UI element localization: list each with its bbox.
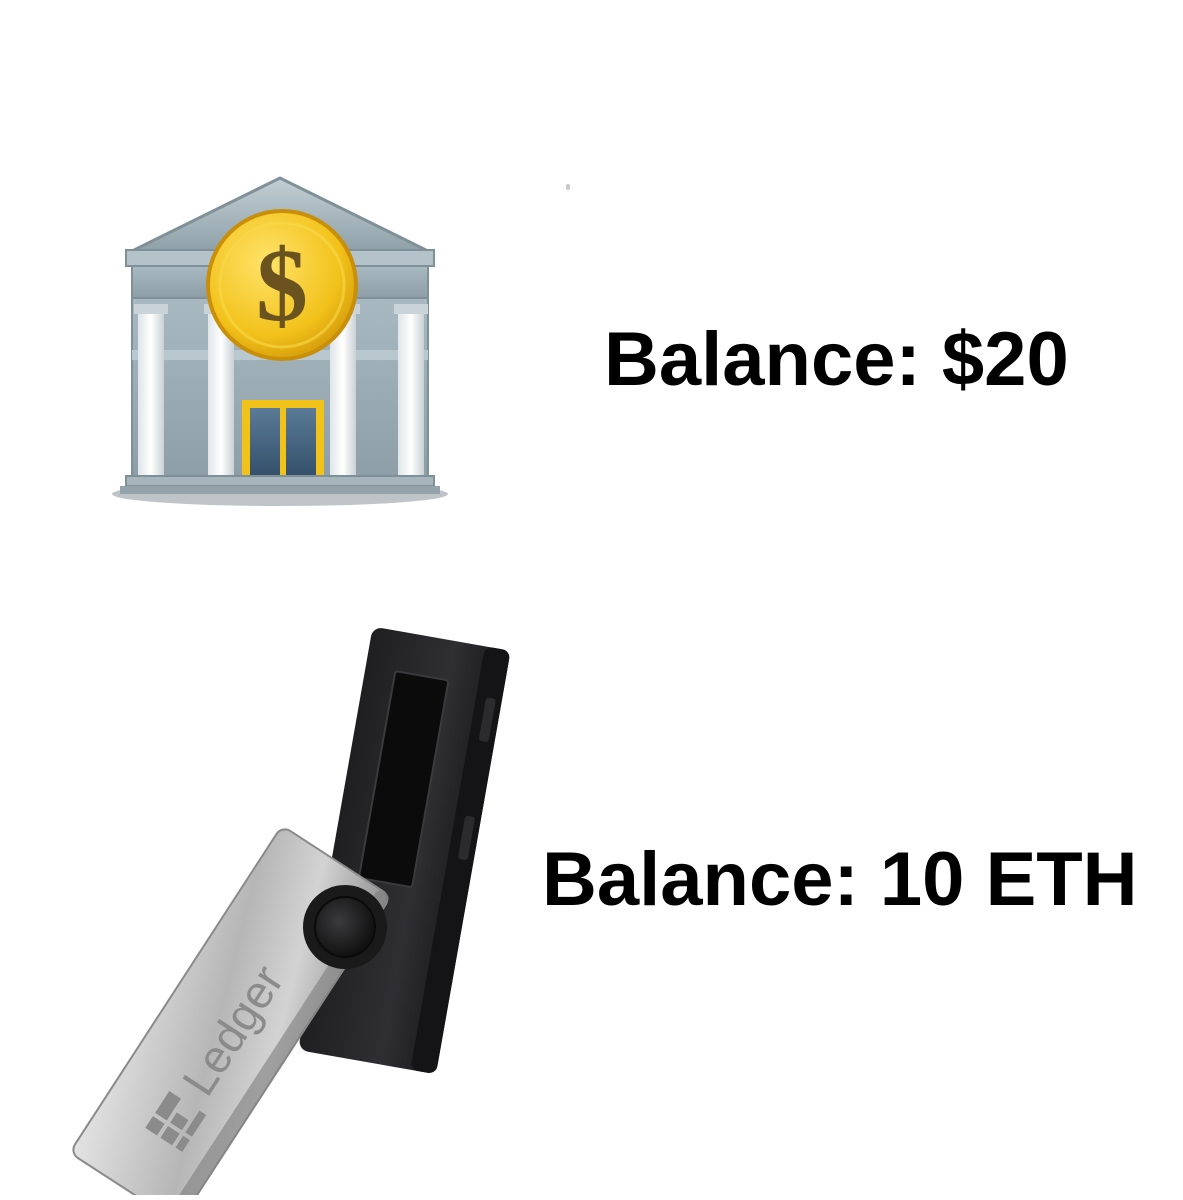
speck-mark xyxy=(566,184,570,190)
bank-balance-label: Balance: $20 xyxy=(604,317,1069,402)
wallet-panel: Ledger Balance: 10 ETH xyxy=(0,600,1183,1200)
ledger-wallet-icon: Ledger xyxy=(72,628,510,1195)
ledger-logo-icon xyxy=(145,1091,207,1152)
dollar-sign-icon: $ xyxy=(256,228,308,343)
wallet-balance-label: Balance: 10 ETH xyxy=(542,837,1138,922)
bank-icon: $ xyxy=(112,176,448,506)
bank-panel: $ Balance: $20 xyxy=(112,176,1069,506)
